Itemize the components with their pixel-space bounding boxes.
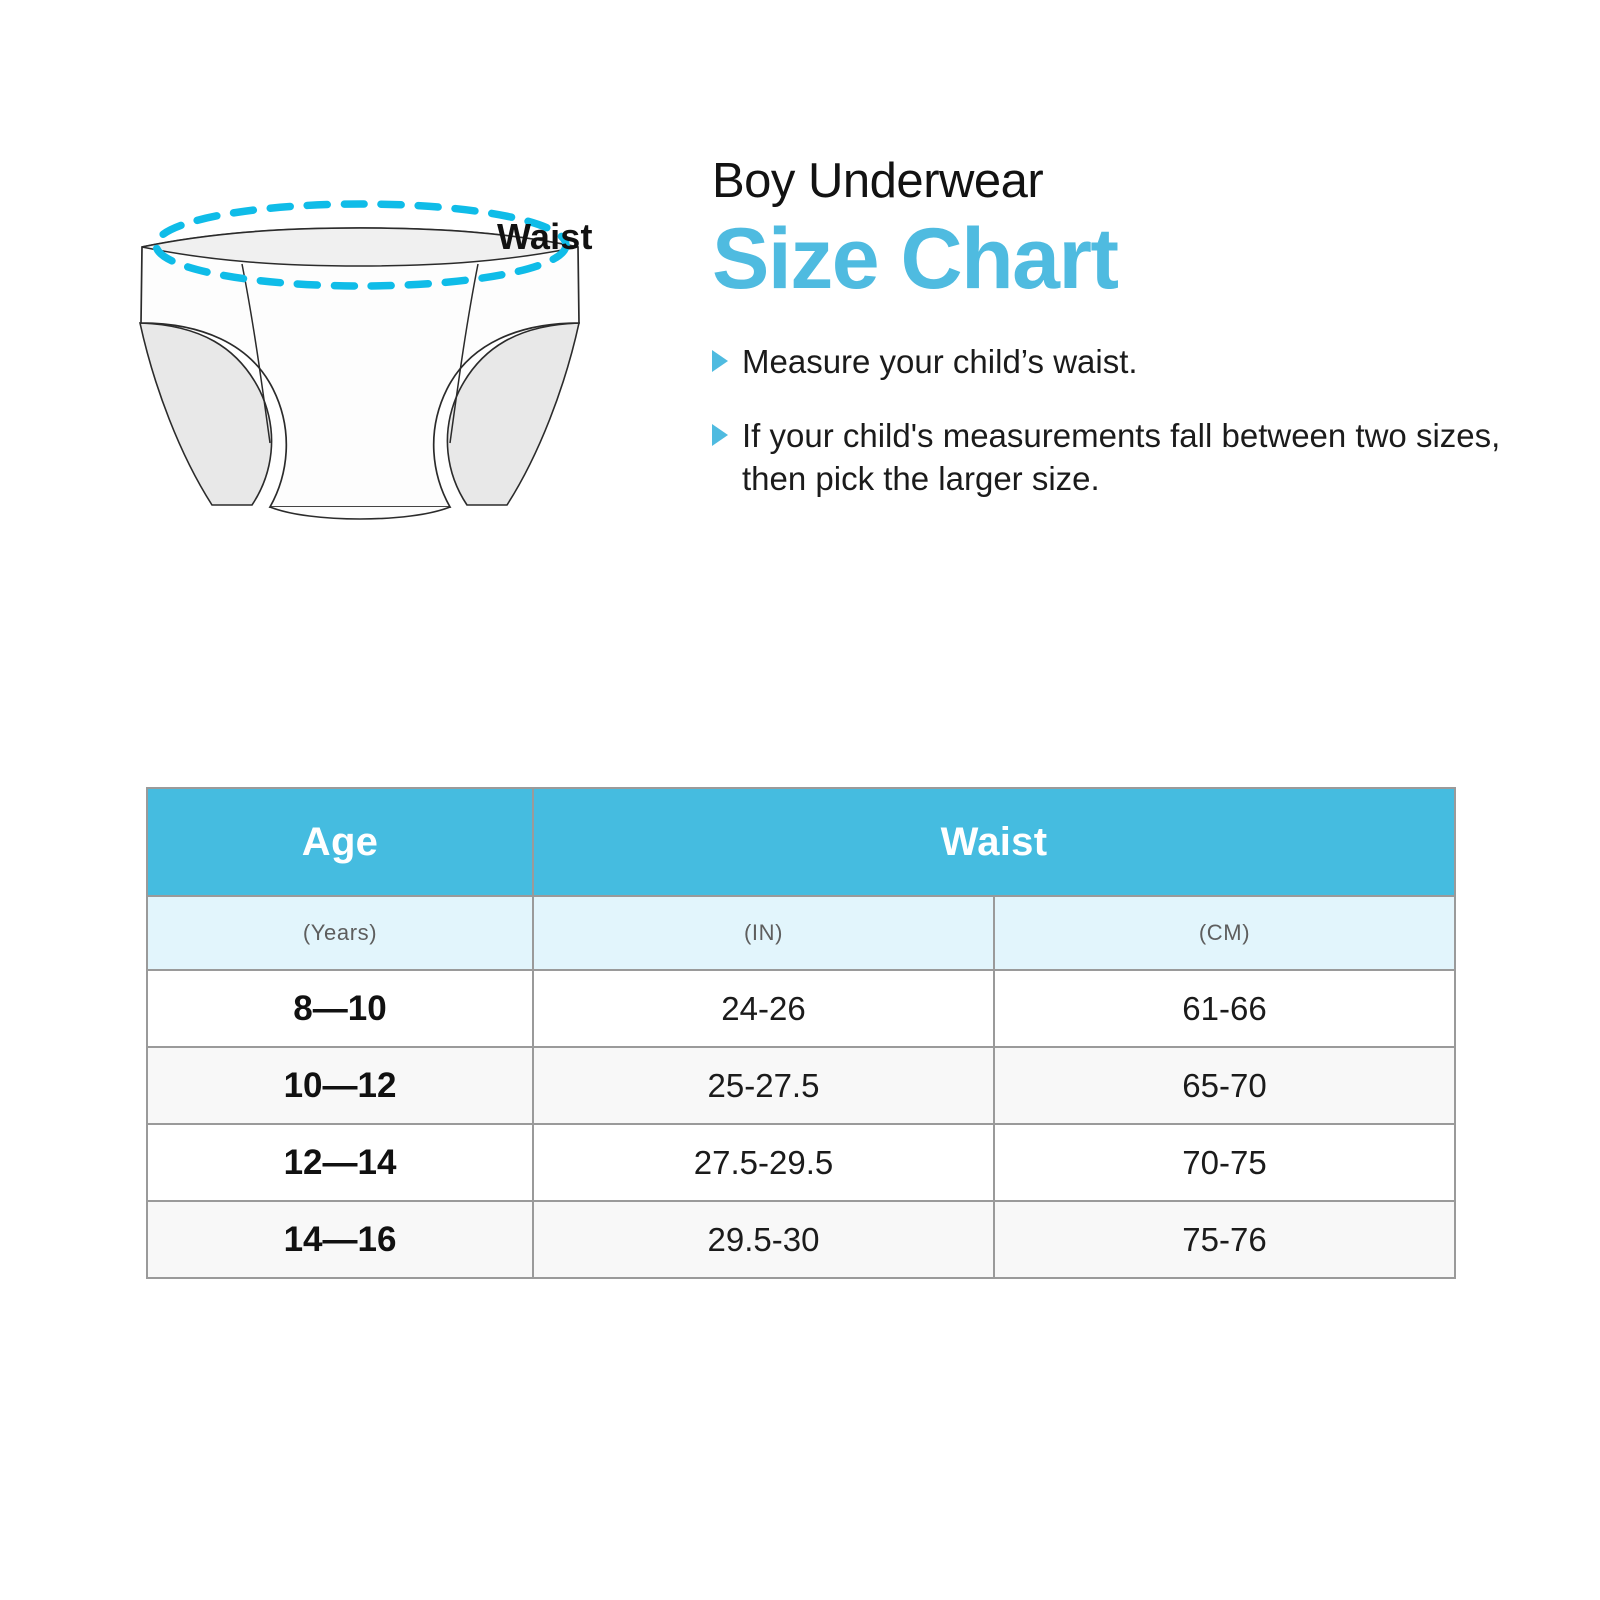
unit-header-years: (Years) (146, 895, 534, 971)
table-row: 10—12 25-27.5 65-70 (146, 1046, 1457, 1125)
header-block: Boy Underwear Size Chart Measure your ch… (712, 154, 1502, 501)
cell-waist-in: 25-27.5 (532, 1046, 995, 1125)
cell-age: 8—10 (146, 969, 534, 1048)
table-row: 12—14 27.5-29.5 70-75 (146, 1123, 1457, 1202)
instruction-text: If your child's measurements fall betwee… (742, 416, 1501, 498)
page-title: Size Chart (712, 211, 1119, 308)
cell-age: 14—16 (146, 1200, 534, 1279)
column-header-waist: Waist (531, 787, 1457, 897)
unit-header-inches: (IN) (532, 895, 995, 971)
table-row: 14—16 29.5-30 75-76 (146, 1200, 1457, 1279)
waist-measure-ellipse (152, 200, 570, 290)
triangle-bullet-icon (712, 350, 728, 373)
cell-waist-in: 29.5-30 (532, 1200, 995, 1279)
instruction-item-1: Measure your child’s waist. (712, 340, 1502, 384)
briefs-diagram (138, 200, 581, 520)
instruction-text: Measure your child’s waist. (742, 343, 1138, 381)
cell-age: 10—12 (146, 1046, 534, 1125)
size-chart-table: Age Waist (Years) (IN) (CM) 8—10 24-26 6… (146, 787, 1457, 1279)
cell-waist-cm: 75-76 (992, 1200, 1457, 1279)
page-subtitle: Boy Underwear (712, 154, 1044, 208)
waistband (141, 227, 579, 267)
table-group-header-row: Age Waist (146, 787, 1457, 897)
unit-header-centimeters: (CM) (992, 895, 1457, 971)
column-header-age: Age (146, 787, 534, 897)
table-unit-header-row: (Years) (IN) (CM) (146, 895, 1457, 971)
waist-label: Waist (497, 216, 593, 257)
cell-waist-cm: 61-66 (992, 969, 1457, 1048)
cell-waist-cm: 70-75 (992, 1123, 1457, 1202)
cell-age: 12—14 (146, 1123, 534, 1202)
triangle-bullet-icon (712, 423, 728, 446)
instruction-item-2: If your child's measurements fall betwee… (712, 414, 1502, 501)
seam-right (449, 263, 479, 444)
cell-waist-in: 24-26 (532, 969, 995, 1048)
right-side-panel (446, 322, 581, 506)
table-row: 8—10 24-26 61-66 (146, 969, 1457, 1048)
gusset (269, 506, 451, 520)
seam-left (241, 263, 271, 444)
cell-waist-in: 27.5-29.5 (532, 1123, 995, 1202)
cell-waist-cm: 65-70 (992, 1046, 1457, 1125)
left-side-panel (138, 322, 273, 506)
